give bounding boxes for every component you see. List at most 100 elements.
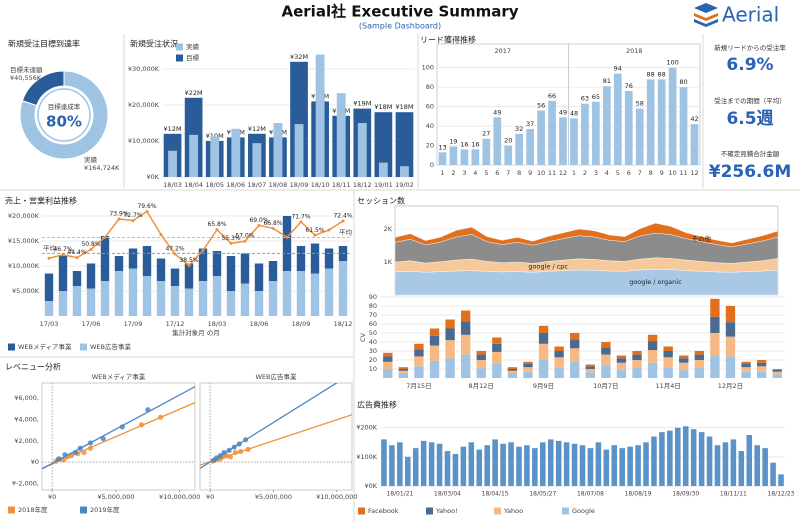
y-tick-label: ¥2,000,: [14, 437, 39, 445]
scatter-point: [236, 441, 242, 447]
chart-title: 新規受注目標到達率: [8, 39, 80, 49]
kpi-label: 新規リードからの受注率: [714, 43, 786, 52]
bar-segment: [44, 273, 54, 301]
bar-segment: [114, 256, 124, 271]
x-tick-label: 7: [506, 169, 510, 177]
value-label: 65.8%: [207, 221, 226, 228]
bar: [378, 162, 388, 177]
scatter-point: [221, 449, 227, 456]
bar-segment: [523, 371, 533, 378]
bar: [428, 442, 435, 486]
x-tick-label: 18/10: [311, 181, 330, 189]
bar-segment: [268, 281, 278, 316]
x-tick-label: 9: [660, 169, 664, 177]
value-label: 32: [515, 125, 523, 133]
bar: [611, 445, 618, 486]
bar: [389, 445, 395, 486]
x-tick-label: 18/06: [226, 181, 245, 189]
bar-segment: [694, 354, 704, 360]
y-tick-label: ¥0K: [146, 173, 159, 181]
x-tick-label: 18/12: [353, 181, 372, 189]
bar: [679, 87, 688, 165]
scatter-point: [62, 452, 68, 458]
bar-segment: [492, 363, 502, 378]
x-tick-label: 8月12日: [469, 382, 494, 390]
bar: [476, 449, 483, 486]
bar: [548, 100, 556, 165]
y-tick-label: 30: [369, 347, 377, 355]
legend-label: Yahoo!: [435, 507, 458, 515]
bar-segment: [254, 263, 264, 291]
x-tick-label: 18/05/27: [529, 491, 556, 498]
value-label: ¥32M: [290, 53, 308, 61]
value-label: 76: [625, 82, 633, 90]
x-tick-label: 18/09: [290, 181, 309, 189]
bar: [762, 448, 768, 486]
y-tick-label: ¥10,000K: [8, 262, 40, 270]
bar: [374, 112, 393, 177]
y-tick-label: ¥200K: [356, 424, 378, 432]
bar: [657, 79, 666, 165]
bar-segment: [585, 369, 595, 373]
bar: [540, 442, 546, 486]
pie-slice: [19, 70, 109, 160]
bar-segment: [616, 358, 627, 363]
x-tick-label: ¥10,000,000: [159, 493, 200, 501]
bar-segment: [679, 362, 689, 370]
bar-segment: [398, 369, 409, 371]
bar: [460, 149, 469, 165]
scatter-point: [227, 454, 233, 460]
legend-label: WEB広告事業: [90, 342, 131, 351]
value-label: 16: [460, 140, 468, 148]
value-label: 16: [471, 140, 479, 148]
center-value: 80%: [46, 113, 82, 131]
bar: [722, 442, 729, 486]
bar-segment: [414, 343, 424, 350]
x-tick-label: ¥0: [48, 493, 56, 501]
x-tick-label: ¥0: [206, 493, 214, 501]
bar: [587, 448, 594, 486]
bar: [504, 145, 513, 165]
panel-frame: [41, 382, 196, 491]
bar: [336, 93, 346, 177]
bar-segment: [184, 263, 194, 289]
bar-segment: [296, 246, 306, 271]
bar: [651, 436, 657, 486]
y-tick-label: ¥6,000,: [14, 394, 39, 402]
x-tick-label: 19/01: [374, 181, 393, 189]
bar: [515, 133, 524, 165]
bar: [524, 445, 530, 486]
profit-point: [131, 219, 135, 223]
legend-swatch: [494, 507, 501, 515]
x-tick-label: 4: [473, 169, 477, 177]
x-tick-label: 18/11: [332, 181, 351, 189]
bar: [592, 101, 600, 165]
y-tick-label: ¥5,000K: [12, 287, 40, 295]
y-tick-label: 80: [426, 83, 434, 91]
profit-point: [89, 247, 93, 251]
scatter-point: [245, 446, 251, 452]
bar-segment: [156, 258, 166, 281]
bar-segment: [414, 366, 424, 378]
bar-segment: [570, 333, 580, 340]
scatter-point: [213, 455, 220, 461]
bar-segment: [310, 243, 320, 274]
x-tick-label: 11: [548, 169, 556, 177]
bar-segment: [492, 337, 502, 344]
bar: [405, 456, 411, 486]
x-tick-label: 18/06: [250, 320, 269, 328]
bar-segment: [772, 374, 782, 378]
x-tick-label: 8: [649, 169, 653, 177]
bar: [484, 445, 490, 486]
bar-segment: [226, 256, 236, 291]
value-label: ¥22M: [185, 89, 203, 97]
bar-segment: [741, 363, 751, 368]
bar-segment: [492, 351, 502, 364]
scatter-point: [231, 444, 237, 450]
x-tick-label: 11: [679, 169, 687, 177]
value-label: 73.9%: [109, 211, 128, 218]
scatter-point: [77, 445, 83, 451]
bar-segment: [240, 283, 250, 316]
y-tick-label: 40: [426, 122, 434, 130]
bar: [675, 427, 681, 486]
